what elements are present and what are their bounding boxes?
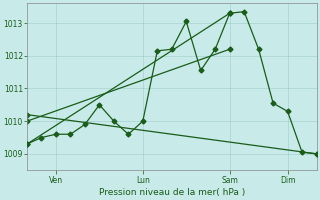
X-axis label: Pression niveau de la mer( hPa ): Pression niveau de la mer( hPa ) bbox=[99, 188, 245, 197]
